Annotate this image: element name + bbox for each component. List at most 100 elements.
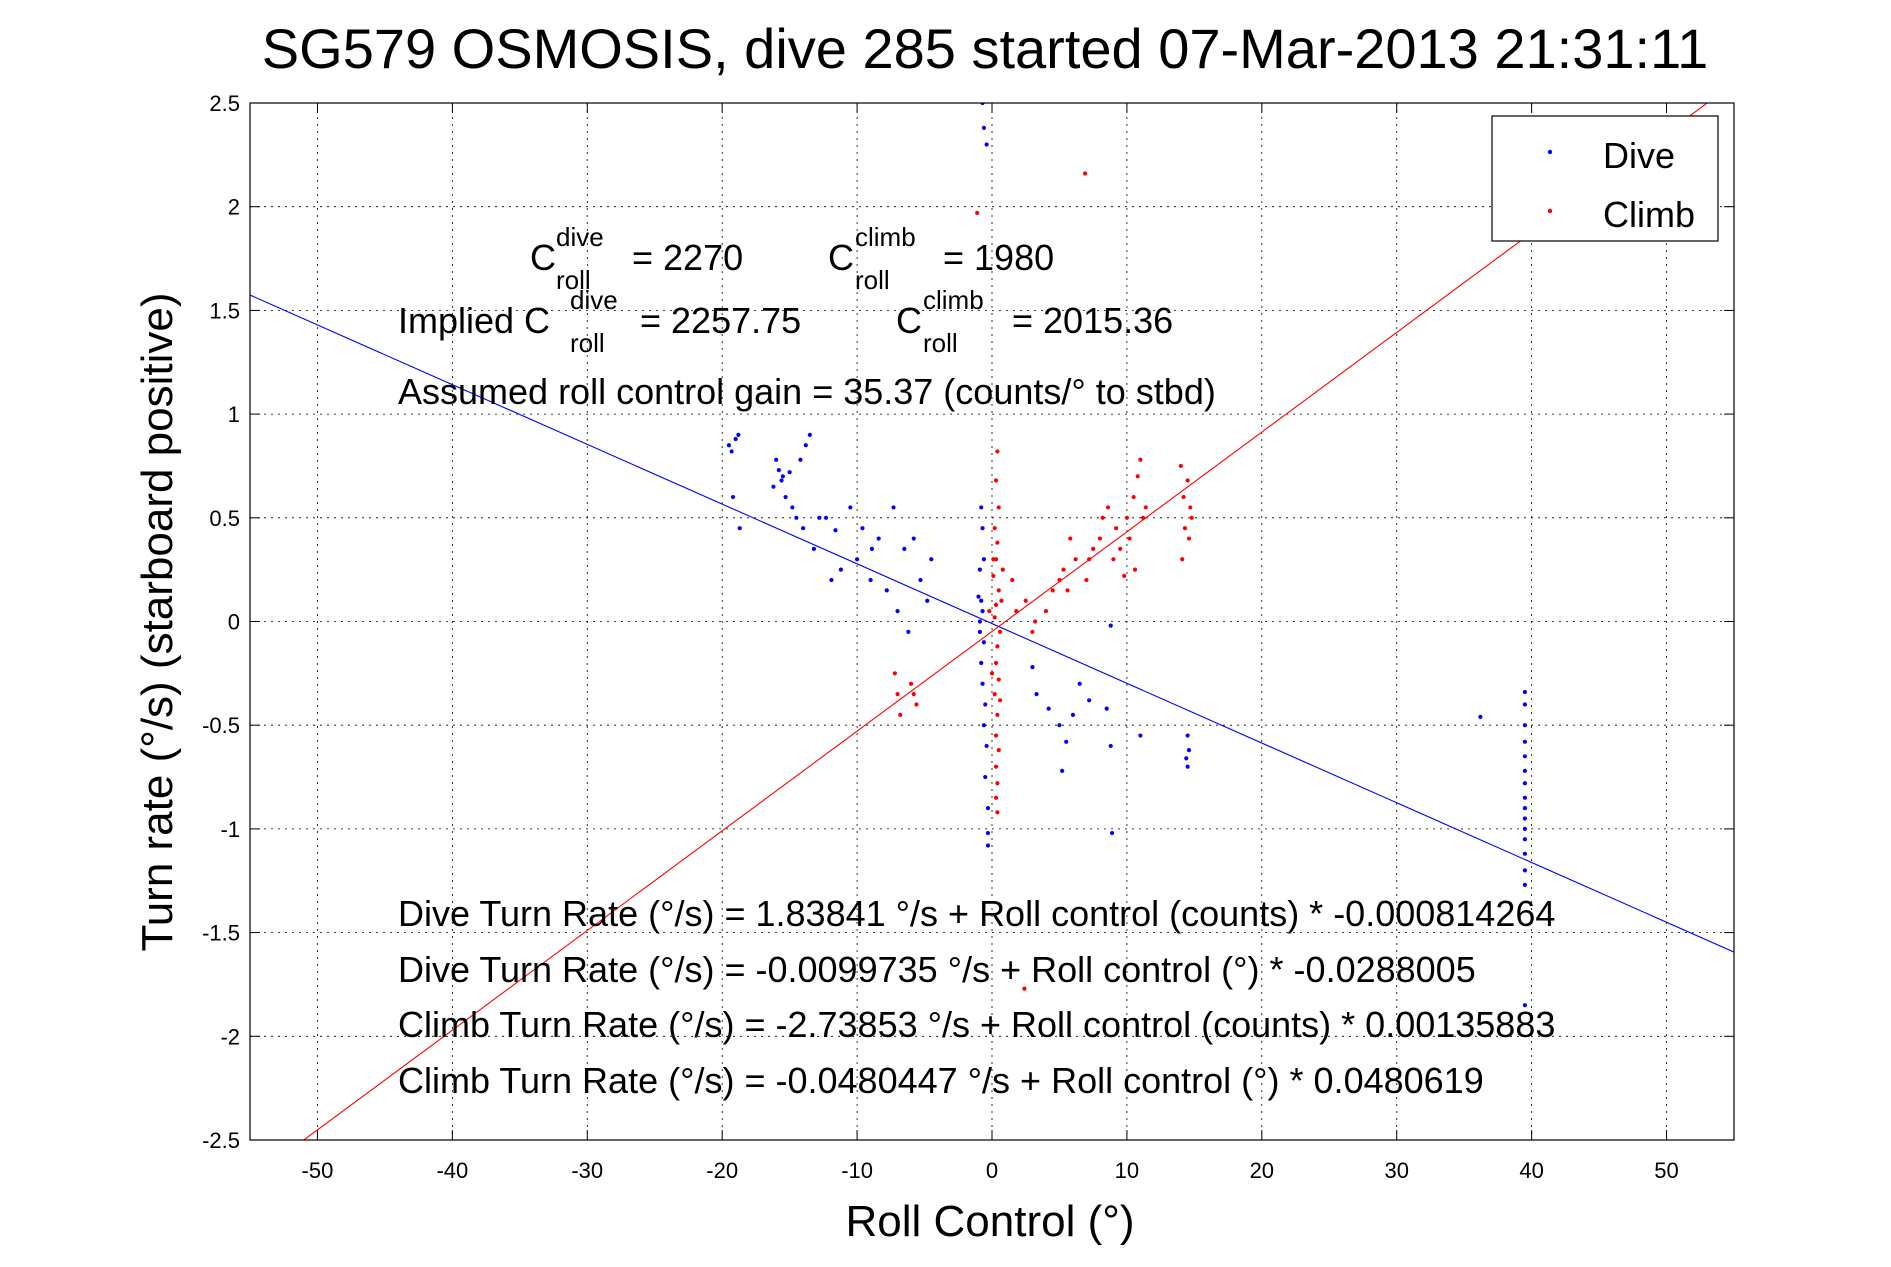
data-point-dive xyxy=(906,629,911,634)
data-point-climb xyxy=(993,660,999,666)
data-point-climb xyxy=(1111,557,1116,562)
data-point-dive xyxy=(1184,756,1189,761)
data-point-dive xyxy=(860,526,865,531)
data-point-climb xyxy=(1000,567,1005,572)
data-point-climb xyxy=(1010,577,1015,583)
data-point-climb xyxy=(1140,515,1146,520)
data-point-dive xyxy=(1087,698,1092,703)
data-point-dive xyxy=(1185,733,1190,738)
data-point-dive xyxy=(985,806,991,811)
c-dive-base: C xyxy=(530,237,556,278)
x-tick-labels: -50 -40 -30 -20 -10 0 10 20 30 40 50 xyxy=(302,1158,1679,1183)
implied-prefix: Implied C xyxy=(398,300,550,341)
data-point-climb xyxy=(1043,609,1049,614)
data-point-dive xyxy=(918,577,923,583)
data-point-dive xyxy=(737,526,742,531)
data-point-climb xyxy=(993,478,999,483)
c-climb-base: C xyxy=(828,237,854,278)
data-point-dive xyxy=(1034,691,1039,697)
data-point-dive xyxy=(895,609,900,614)
data-point-dive xyxy=(1522,837,1527,842)
data-point-climb xyxy=(996,677,1001,682)
data-point-dive xyxy=(1522,851,1527,856)
data-point-dive xyxy=(980,609,985,614)
fit-line-climb xyxy=(302,103,1709,1140)
c-dive-value: = 2270 xyxy=(632,237,743,278)
data-point-dive xyxy=(1522,816,1527,821)
x-tick-label: -10 xyxy=(841,1158,873,1183)
data-point-climb xyxy=(1061,567,1066,572)
data-point-dive xyxy=(1522,795,1527,800)
data-point-dive xyxy=(783,494,788,500)
legend-marker-dive xyxy=(1547,149,1553,155)
data-point-climb xyxy=(1023,598,1028,603)
data-point-dive xyxy=(911,536,916,541)
x-tick-label: 10 xyxy=(1115,1158,1139,1183)
data-point-climb xyxy=(995,644,1000,649)
data-point-climb xyxy=(993,602,999,608)
data-point-dive xyxy=(1522,826,1527,832)
data-point-dive xyxy=(730,494,736,500)
data-point-climb xyxy=(1068,536,1073,541)
axis-ticks xyxy=(250,102,1734,1141)
data-point-dive xyxy=(1522,882,1527,887)
data-point-climb xyxy=(1073,557,1078,562)
data-point-dive xyxy=(1522,739,1527,744)
data-point-dive xyxy=(726,443,732,448)
x-tick-label: -20 xyxy=(706,1158,738,1183)
data-point-dive xyxy=(891,505,896,510)
implied-dive-annotation: Implied C dive roll = 2257.75 xyxy=(398,285,801,358)
implied-climb-annotation: C climb roll = 2015.36 xyxy=(896,285,1173,358)
data-point-dive xyxy=(823,515,829,520)
data-point-dive xyxy=(985,830,991,836)
data-point-dive xyxy=(774,457,779,462)
data-point-dive xyxy=(1522,754,1527,759)
data-point-climb xyxy=(987,609,992,614)
data-point-dive xyxy=(884,588,889,593)
data-point-dive xyxy=(838,567,844,572)
data-point-climb xyxy=(1050,588,1055,593)
plot-frame xyxy=(249,102,1735,1141)
data-point-climb xyxy=(895,691,900,697)
data-point-climb xyxy=(997,629,1003,634)
data-point-dive xyxy=(981,640,987,645)
y-tick-label: -0.5 xyxy=(202,713,240,738)
implied-climb-base: C xyxy=(896,300,922,341)
fit-lines xyxy=(250,103,1734,1140)
y-tick-label: -2.5 xyxy=(202,1128,240,1153)
data-point-climb xyxy=(1189,515,1194,520)
equation-dive-counts: Dive Turn Rate (°/s) = 1.83841 °/s + Rol… xyxy=(398,893,1555,934)
data-point-climb xyxy=(1132,567,1138,572)
legend-label-climb: Climb xyxy=(1603,194,1695,235)
data-point-climb xyxy=(1065,588,1070,593)
data-point-dive xyxy=(1030,665,1035,670)
x-tick-label: 0 xyxy=(986,1158,998,1183)
data-point-dive xyxy=(979,598,984,603)
data-point-dive xyxy=(1109,830,1115,836)
data-point-climb xyxy=(898,712,903,717)
data-point-climb xyxy=(1138,457,1143,462)
implied-dive-sub: roll xyxy=(570,328,605,358)
equation-dive-degrees: Dive Turn Rate (°/s) = -0.0099735 °/s + … xyxy=(398,949,1476,990)
data-point-climb xyxy=(995,810,1000,815)
data-point-climb xyxy=(1091,546,1096,552)
y-tick-label: 1 xyxy=(228,402,240,427)
regression-equations: Dive Turn Rate (°/s) = 1.83841 °/s + Rol… xyxy=(398,893,1555,1101)
data-point-dive xyxy=(1046,706,1051,711)
data-point-dive xyxy=(854,557,860,562)
data-point-dive xyxy=(1108,743,1113,749)
data-point-dive xyxy=(1522,723,1527,728)
data-point-climb xyxy=(1127,536,1132,541)
data-point-climb xyxy=(1087,557,1092,562)
data-point-dive xyxy=(1522,702,1527,707)
data-point-dive xyxy=(977,619,982,624)
x-tick-label: -50 xyxy=(302,1158,334,1183)
data-point-climb xyxy=(992,526,997,531)
x-tick-label: 50 xyxy=(1654,1158,1678,1183)
data-point-climb xyxy=(992,691,997,697)
c-climb-value: = 1980 xyxy=(943,237,1054,278)
data-point-dive xyxy=(985,843,991,848)
data-point-climb xyxy=(991,573,996,578)
